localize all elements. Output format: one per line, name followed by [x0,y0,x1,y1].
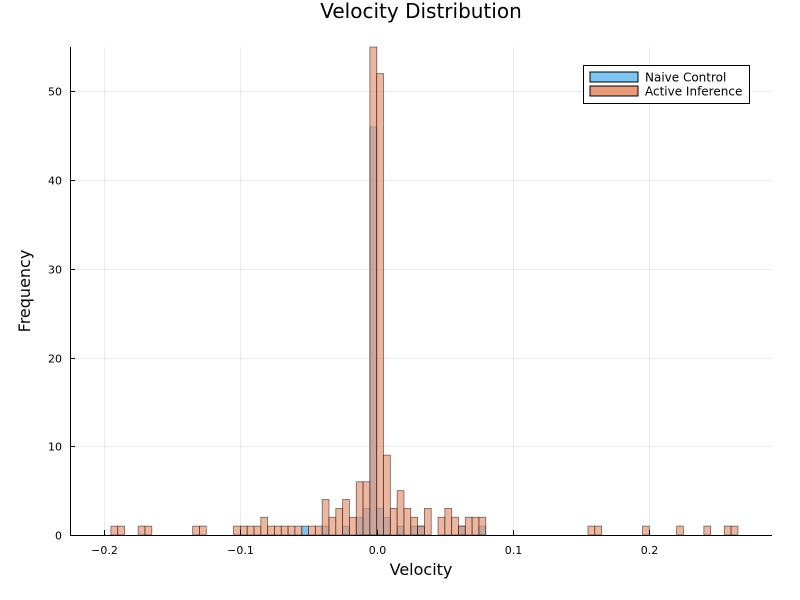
legend-label-naive-control: Naive Control [645,71,726,85]
active-inference-bar [703,525,712,536]
active-inference-bar [451,516,459,536]
active-inference-bar [362,481,371,536]
active-inference-bar [117,525,125,536]
active-inference-bar [642,525,650,536]
active-inference-bar [444,507,453,536]
active-inference-bar [192,525,200,536]
active-inference-bar [417,525,425,536]
y-tick-label: 10 [48,441,62,454]
active-inference-bar [403,507,412,536]
chart-title: Velocity Distribution [320,0,522,23]
legend-label-active-inference: Active Inference [645,85,742,99]
naive-control-bars [301,126,487,536]
naive-control-bar [301,525,309,536]
y-tick-label: 30 [48,264,62,277]
active-inference-bar [424,507,432,536]
active-inference-bar [233,525,241,536]
legend-swatch-active-inference [589,85,639,97]
active-inference-bar [464,516,473,536]
active-inference-bar [369,46,378,536]
active-inference-bar [239,525,248,536]
active-inference-bar [335,507,344,536]
y-tick-label: 0 [55,530,62,543]
active-inference-bar [274,525,282,536]
y-axis-label: Frequency [15,250,34,333]
active-inference-bar [355,481,364,536]
y-tick-label: 40 [48,175,62,188]
x-ticks: −0.2 −0.1 0.0 0.1 0.2 [91,530,658,557]
active-inference-bar [260,516,269,536]
active-inference-bar [267,525,275,536]
legend-swatch-naive-control [589,71,639,83]
active-inference-bar [294,525,303,536]
active-inference-bar [396,490,405,536]
active-inference-bar [376,73,384,536]
active-inference-bar [280,525,289,536]
active-inference-bar [110,525,119,536]
active-inference-bar [144,525,153,536]
x-axis-label: Velocity [390,560,453,579]
active-inference-bar [314,525,323,536]
active-inference-bar [308,525,316,536]
active-inference-bar [321,499,330,536]
y-ticks: 0 10 20 30 40 50 [48,86,75,543]
active-inference-bar [349,516,357,536]
y-tick-label: 20 [48,353,62,366]
x-tick-label: 0.0 [369,544,387,557]
active-inference-bar [137,525,146,536]
active-inference-bar [458,525,466,536]
active-inference-bar [253,525,262,536]
active-inference-bar [471,516,480,536]
legend: Naive Control Active Inference [583,65,750,104]
active-inference-bar [383,454,391,536]
active-inference-bar [328,516,337,536]
active-inference-bar [199,525,207,536]
active-inference-bar [437,516,446,536]
gridlines [70,47,772,536]
x-tick-label: −0.2 [91,544,118,557]
x-tick-label: −0.1 [227,544,254,557]
active-inference-bar [287,525,296,536]
active-inference-bar [478,516,487,536]
y-tick-label: 50 [48,86,62,99]
active-inference-bars [110,46,739,536]
active-inference-bar [594,525,603,536]
x-tick-label: 0.1 [505,544,523,557]
active-inference-bar [587,525,596,536]
active-inference-bar [342,499,350,536]
active-inference-bar [410,516,418,536]
active-inference-bar [676,525,684,536]
active-inference-bar [730,525,739,536]
x-tick-label: 0.2 [641,544,659,557]
active-inference-bar [389,507,398,536]
active-inference-bar [246,525,255,536]
active-inference-bar [723,525,732,536]
axes [70,47,772,536]
